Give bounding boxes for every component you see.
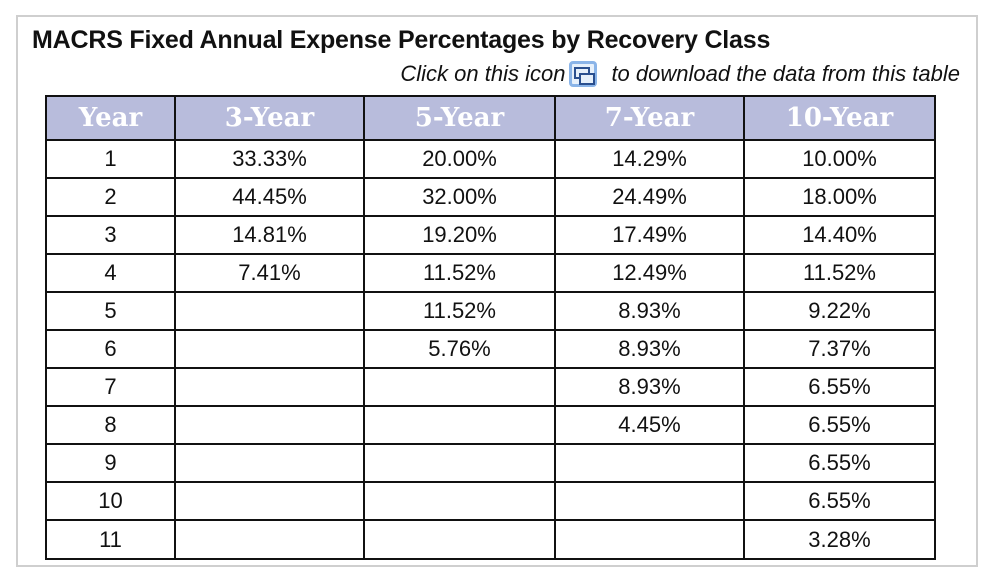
cell-10-year: 9.22%: [743, 291, 936, 331]
table-row: 1 33.33% 20.00% 14.29% 10.00%: [45, 139, 936, 179]
cell-7-year: [554, 519, 745, 560]
cell-10-year: 7.37%: [743, 329, 936, 369]
cell-7-year: 8.93%: [554, 291, 745, 331]
cell-10-year: 6.55%: [743, 405, 936, 445]
cell-5-year: [363, 405, 556, 445]
cell-3-year: 14.81%: [174, 215, 365, 255]
table-row: 5 11.52% 8.93% 9.22%: [45, 291, 936, 331]
cell-5-year: 32.00%: [363, 177, 556, 217]
cell-3-year: [174, 367, 365, 407]
cell-3-year: 33.33%: [174, 139, 365, 179]
cell-3-year: [174, 519, 365, 560]
cell-year: 6: [45, 329, 176, 369]
cell-3-year: 44.45%: [174, 177, 365, 217]
download-note-before: Click on this icon: [400, 61, 566, 86]
cell-7-year: [554, 443, 745, 483]
table-row: 10 6.55%: [45, 481, 936, 521]
cell-7-year: 4.45%: [554, 405, 745, 445]
cell-10-year: 11.52%: [743, 253, 936, 293]
cell-5-year: [363, 519, 556, 560]
cell-10-year: 6.55%: [743, 443, 936, 483]
table-row: 4 7.41% 11.52% 12.49% 11.52%: [45, 253, 936, 293]
cell-5-year: [363, 367, 556, 407]
table-row: 8 4.45% 6.55%: [45, 405, 936, 445]
cell-year: 1: [45, 139, 176, 179]
cell-5-year: 11.52%: [363, 253, 556, 293]
header-7-year: 7-Year: [554, 95, 745, 141]
header-10-year: 10-Year: [743, 95, 936, 141]
table-row: 7 8.93% 6.55%: [45, 367, 936, 407]
cell-5-year: 5.76%: [363, 329, 556, 369]
cell-10-year: 6.55%: [743, 481, 936, 521]
cell-3-year: [174, 405, 365, 445]
cell-year: 11: [45, 519, 176, 560]
cell-3-year: [174, 329, 365, 369]
page-title: MACRS Fixed Annual Expense Percentages b…: [32, 26, 771, 54]
cell-7-year: [554, 481, 745, 521]
macrs-table: Year 3-Year 5-Year 7-Year 10-Year 1 33.33…: [45, 95, 936, 560]
table-header-row: Year 3-Year 5-Year 7-Year 10-Year: [45, 95, 936, 141]
cell-3-year: [174, 443, 365, 483]
header-3-year: 3-Year: [174, 95, 365, 141]
table-row: 6 5.76% 8.93% 7.37%: [45, 329, 936, 369]
cell-7-year: 14.29%: [554, 139, 745, 179]
cell-7-year: 8.93%: [554, 367, 745, 407]
cell-10-year: 10.00%: [743, 139, 936, 179]
cell-year: 2: [45, 177, 176, 217]
cell-7-year: 8.93%: [554, 329, 745, 369]
cell-3-year: [174, 481, 365, 521]
cell-year: 5: [45, 291, 176, 331]
cell-7-year: 12.49%: [554, 253, 745, 293]
cell-3-year: [174, 291, 365, 331]
cell-year: 10: [45, 481, 176, 521]
cell-year: 3: [45, 215, 176, 255]
cell-5-year: [363, 443, 556, 483]
table-body: 1 33.33% 20.00% 14.29% 10.00% 2 44.45% 32.00% 24…: [45, 139, 936, 560]
cell-10-year: 3.28%: [743, 519, 936, 560]
download-note-after: to download the data from this table: [611, 61, 960, 86]
cell-7-year: 24.49%: [554, 177, 745, 217]
cell-year: 9: [45, 443, 176, 483]
cell-5-year: 19.20%: [363, 215, 556, 255]
header-5-year: 5-Year: [363, 95, 556, 141]
table-row: 9 6.55%: [45, 443, 936, 483]
download-data-icon[interactable]: [569, 61, 598, 87]
table-row: 3 14.81% 19.20% 17.49% 14.40%: [45, 215, 936, 255]
header-year: Year: [45, 95, 176, 141]
cell-10-year: 14.40%: [743, 215, 936, 255]
cell-year: 4: [45, 253, 176, 293]
cell-3-year: 7.41%: [174, 253, 365, 293]
cell-10-year: 6.55%: [743, 367, 936, 407]
cell-5-year: [363, 481, 556, 521]
download-note: Click on this icon to download the data …: [400, 61, 960, 87]
cell-year: 8: [45, 405, 176, 445]
table-row: 2 44.45% 32.00% 24.49% 18.00%: [45, 177, 936, 217]
cell-5-year: 20.00%: [363, 139, 556, 179]
cell-5-year: 11.52%: [363, 291, 556, 331]
cell-7-year: 17.49%: [554, 215, 745, 255]
cell-10-year: 18.00%: [743, 177, 936, 217]
cell-year: 7: [45, 367, 176, 407]
table-row: 11 3.28%: [45, 519, 936, 560]
